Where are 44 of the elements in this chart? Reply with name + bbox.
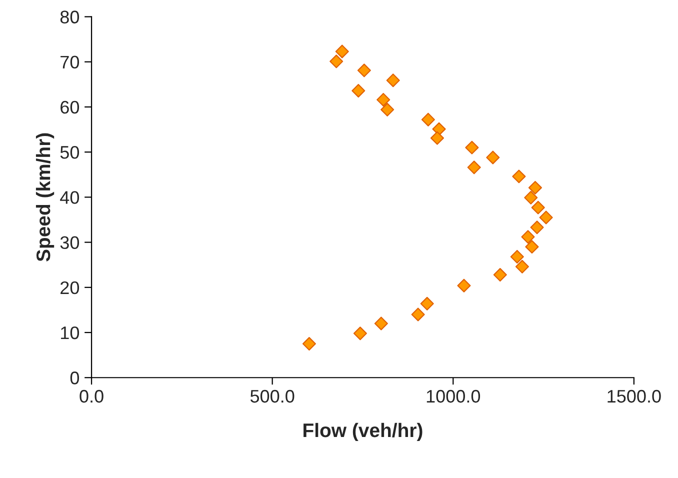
point — [531, 200, 545, 214]
y-tick-label: 10 — [61, 326, 80, 340]
point — [486, 150, 500, 164]
y-tick-label: 20 — [60, 281, 80, 294]
y-tick-label: 0 — [70, 372, 80, 384]
point — [302, 337, 316, 351]
point — [493, 268, 507, 282]
point — [524, 190, 538, 204]
point — [528, 180, 542, 194]
point — [515, 260, 529, 274]
point — [467, 160, 481, 174]
point — [353, 326, 367, 340]
point — [525, 240, 539, 254]
x-tick-label: 500.0 — [250, 390, 294, 403]
y-tick-label: 70 — [60, 56, 80, 69]
x-tick-label: 1000.0 — [426, 390, 480, 403]
y-axis-title: Speed (km/hr) — [36, 133, 54, 262]
point — [352, 84, 366, 98]
point — [539, 210, 553, 224]
point — [411, 308, 425, 322]
point — [457, 278, 471, 292]
point — [465, 140, 479, 154]
point — [335, 44, 349, 58]
point — [521, 230, 535, 244]
y-tick-label: 50 — [60, 146, 80, 159]
x-axis-title: Flow (veh/hr) — [304, 422, 422, 442]
point — [512, 170, 526, 184]
y-tick-label: 30 — [60, 236, 80, 250]
x-tick-label: 1500.0 — [608, 390, 661, 403]
point — [420, 296, 434, 310]
y-tick-label: 80 — [60, 10, 80, 24]
point — [510, 250, 524, 264]
point — [380, 102, 394, 116]
y-tick-label: 40 — [60, 191, 80, 204]
point — [374, 316, 388, 330]
point — [330, 54, 344, 68]
point — [386, 74, 400, 88]
point — [421, 112, 435, 126]
point — [530, 220, 544, 234]
y-tick-label: 60 — [60, 100, 80, 114]
point — [430, 131, 444, 145]
point — [357, 64, 371, 78]
point — [376, 92, 390, 106]
x-tick-label: 0.0 — [80, 390, 104, 403]
